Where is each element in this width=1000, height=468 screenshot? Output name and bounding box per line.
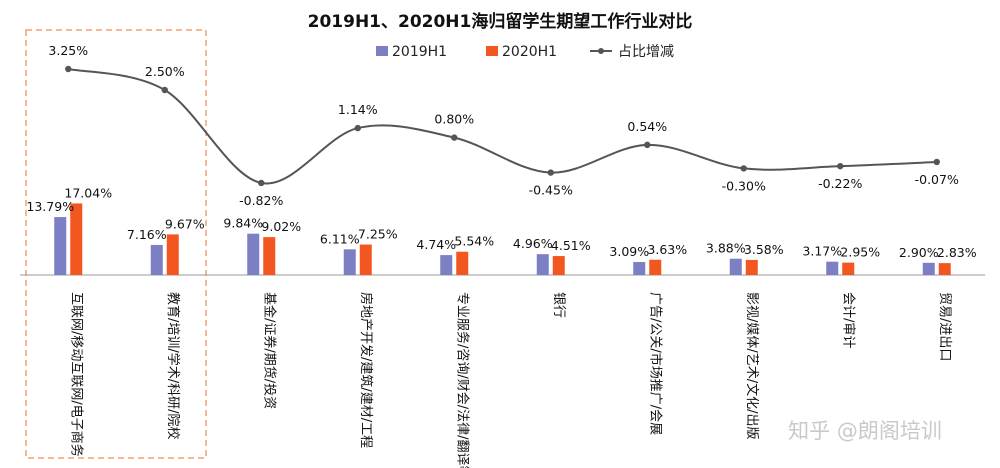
category-label: 银行	[551, 292, 566, 318]
change-line	[68, 68, 937, 185]
data-label-change: 0.80%	[434, 112, 474, 127]
chart-title: 2019H1、2020H1海归留学生期望工作行业对比	[308, 11, 693, 32]
line-point	[65, 65, 72, 73]
data-label-2019h1: 3.88%	[706, 241, 746, 256]
data-label-change: -0.82%	[239, 193, 283, 208]
data-label-2019h1: 3.09%	[609, 244, 649, 259]
bar-2019h1	[247, 233, 260, 275]
legend-swatch-2020H1	[486, 46, 498, 56]
data-label-2020h1: 3.63%	[647, 242, 687, 257]
bar-2019h1	[440, 255, 453, 275]
category-labels: 互联网/移动互联网/电子商务 教育/培训/学术/科研/院校 基金/证券/期货/投资 房…	[68, 292, 952, 468]
data-label-2019h1: 4.96%	[513, 236, 553, 251]
data-label-2019h1: 3.17%	[802, 244, 842, 259]
data-label-2020h1: 9.67%	[165, 216, 205, 231]
data-label-2019h1: 9.84%	[223, 216, 263, 231]
category-label: 会计/审计	[840, 292, 855, 348]
data-label-2020h1: 3.58%	[744, 242, 784, 257]
line-point	[451, 134, 458, 141]
bar-2019h1	[536, 254, 549, 275]
bar-2020h1	[745, 259, 758, 275]
category-label: 基金/证券/期货/投资	[261, 292, 277, 409]
data-label-2019h1: 4.74%	[416, 237, 456, 252]
labels-layer: 13.79%17.04% 3.25% 7.16%9.67% 2.50% 9.84%9.0…	[26, 43, 976, 260]
legend-label-2020H1: 2020H1	[502, 44, 557, 60]
line-point	[644, 141, 651, 149]
line-layer	[65, 65, 940, 187]
data-label-2020h1: 9.02%	[261, 219, 301, 234]
bar-2020h1	[938, 263, 951, 275]
bar-2019h1	[826, 261, 839, 275]
legend-label-line: 占比增减	[618, 44, 674, 60]
line-point	[837, 162, 844, 170]
data-label-change: 1.14%	[338, 102, 378, 117]
category-label: 广告/公关/市场推广/会展	[647, 292, 663, 435]
data-label-2020h1: 17.04%	[64, 185, 112, 200]
bar-2020h1	[456, 251, 469, 275]
bar-2020h1	[166, 234, 179, 275]
bar-2019h1	[729, 258, 742, 275]
bar-2019h1	[54, 217, 67, 275]
bar-2020h1	[552, 256, 565, 275]
category-label: 教育/培训/学术/科研/院校	[165, 292, 181, 440]
data-label-change: 0.54%	[627, 119, 667, 134]
line-point	[740, 165, 747, 172]
highlight-box	[25, 29, 207, 459]
line-point	[354, 124, 361, 132]
data-label-2020h1: 4.51%	[551, 238, 591, 253]
category-label: 影视/媒体/艺术/文化/出版	[744, 292, 759, 440]
category-label: 房地产开发/建筑/建材/工程	[358, 292, 374, 448]
data-label-change: 3.25%	[48, 43, 88, 58]
line-point	[258, 179, 265, 187]
legend-swatch-2019H1	[376, 46, 388, 56]
legend-line-marker	[598, 48, 604, 54]
bar-2019h1	[343, 249, 356, 275]
line-point	[933, 158, 940, 166]
data-label-change: 2.50%	[145, 64, 185, 79]
data-label-2020h1: 7.25%	[358, 227, 398, 242]
data-label-2019h1: 2.90%	[899, 245, 939, 260]
bar-2020h1	[359, 244, 372, 275]
data-label-change: -0.22%	[818, 176, 862, 191]
category-label: 专业服务/咨询/财会/法律/翻译等	[454, 292, 470, 468]
data-label-2020h1: 5.54%	[454, 234, 494, 249]
bar-2020h1	[263, 237, 276, 275]
data-label-2020h1: 2.83%	[937, 245, 977, 260]
category-label: 互联网/移动互联网/电子商务	[68, 292, 84, 457]
watermark: 知乎 @朗阁培训	[788, 419, 942, 443]
bar-2019h1	[633, 262, 646, 275]
line-point	[161, 86, 168, 94]
bar-2020h1	[70, 203, 83, 275]
data-label-change: -0.30%	[722, 178, 766, 193]
data-label-change: -0.45%	[529, 183, 573, 198]
legend: 2019H1 2020H1 占比增减	[376, 44, 674, 60]
data-label-2019h1: 7.16%	[127, 227, 167, 242]
bars-layer	[54, 203, 951, 275]
data-label-change: -0.07%	[915, 172, 959, 187]
category-label: 贸易/进出口	[937, 292, 952, 361]
legend-label-2019H1: 2019H1	[392, 44, 447, 60]
data-label-2019h1: 6.11%	[320, 231, 360, 246]
bar-2019h1	[150, 244, 163, 275]
line-point	[547, 169, 554, 176]
bar-2020h1	[842, 262, 855, 275]
data-label-2019h1: 13.79%	[26, 199, 74, 214]
bar-2020h1	[649, 259, 662, 275]
data-label-2020h1: 2.95%	[840, 245, 880, 260]
bar-2019h1	[922, 262, 935, 275]
